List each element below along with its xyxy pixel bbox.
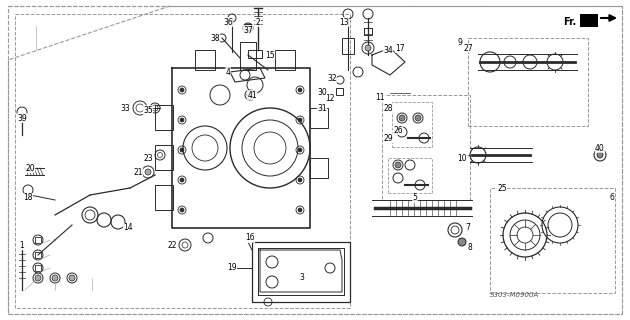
Circle shape	[145, 169, 151, 175]
Bar	[388, 158, 432, 193]
Circle shape	[298, 178, 302, 182]
Circle shape	[298, 208, 302, 212]
Text: 11: 11	[375, 92, 385, 101]
Text: 38: 38	[210, 34, 220, 43]
Circle shape	[458, 238, 466, 246]
Text: 25: 25	[497, 183, 507, 193]
Circle shape	[597, 152, 603, 158]
Circle shape	[180, 118, 184, 122]
Text: S303-M0900A: S303-M0900A	[490, 292, 539, 298]
Circle shape	[52, 275, 58, 281]
Bar	[468, 38, 588, 126]
Bar	[382, 95, 470, 200]
Text: 27: 27	[463, 44, 472, 52]
Bar	[155, 185, 173, 210]
Circle shape	[298, 148, 302, 152]
Bar	[490, 188, 615, 293]
Bar	[155, 145, 173, 170]
Text: 17: 17	[395, 44, 405, 52]
Text: 12: 12	[325, 93, 335, 102]
Text: 29: 29	[383, 133, 393, 142]
Bar	[35, 237, 41, 243]
Text: 10: 10	[457, 154, 467, 163]
Bar	[310, 158, 328, 178]
Text: 21: 21	[134, 167, 143, 177]
Bar	[310, 108, 328, 128]
Circle shape	[365, 45, 371, 51]
Text: 26: 26	[393, 125, 403, 134]
Text: 9: 9	[457, 37, 462, 46]
Bar	[35, 252, 41, 258]
Circle shape	[395, 162, 401, 168]
Text: Fr.: Fr.	[563, 17, 576, 27]
Text: 32: 32	[327, 74, 337, 83]
Text: 22: 22	[167, 241, 177, 250]
Circle shape	[180, 178, 184, 182]
Circle shape	[180, 148, 184, 152]
Text: 13: 13	[339, 18, 349, 27]
Bar	[252, 242, 350, 302]
Text: 39: 39	[17, 114, 27, 123]
Text: 4: 4	[226, 68, 231, 76]
Text: 35: 35	[143, 106, 153, 115]
Bar	[342, 38, 354, 54]
Text: 18: 18	[23, 194, 33, 203]
Circle shape	[180, 88, 184, 92]
Text: 7: 7	[466, 223, 471, 233]
Bar	[364, 28, 372, 35]
Bar	[336, 88, 343, 95]
Text: 16: 16	[245, 234, 255, 243]
Circle shape	[298, 118, 302, 122]
Circle shape	[399, 115, 405, 121]
Circle shape	[298, 88, 302, 92]
Circle shape	[243, 23, 253, 33]
Bar	[392, 102, 432, 147]
Bar	[580, 14, 598, 27]
Text: 15: 15	[265, 51, 275, 60]
Text: 1: 1	[20, 241, 25, 250]
Text: 20: 20	[25, 164, 35, 172]
Text: 41: 41	[247, 91, 257, 100]
Text: 36: 36	[223, 18, 233, 27]
Circle shape	[247, 92, 253, 98]
Text: 19: 19	[227, 263, 237, 273]
Text: 3: 3	[299, 274, 304, 283]
Text: 31: 31	[317, 103, 327, 113]
Text: 40: 40	[595, 143, 605, 153]
Text: 14: 14	[123, 223, 133, 233]
Text: 8: 8	[467, 244, 472, 252]
Text: 33: 33	[120, 103, 130, 113]
Circle shape	[35, 275, 41, 281]
Circle shape	[415, 115, 421, 121]
Text: 28: 28	[383, 103, 392, 113]
Text: 37: 37	[243, 26, 253, 35]
Text: 5: 5	[413, 194, 418, 203]
Bar	[35, 265, 41, 271]
Bar	[195, 50, 215, 70]
Circle shape	[180, 208, 184, 212]
Circle shape	[69, 275, 75, 281]
Bar	[248, 50, 262, 58]
Text: 34: 34	[383, 45, 393, 54]
Bar	[245, 24, 251, 30]
Text: 30: 30	[317, 87, 327, 97]
Text: 6: 6	[610, 194, 614, 203]
Bar	[155, 105, 173, 130]
Text: 23: 23	[143, 154, 153, 163]
Text: 2: 2	[256, 18, 260, 27]
Bar	[240, 42, 256, 70]
Bar	[275, 50, 295, 70]
